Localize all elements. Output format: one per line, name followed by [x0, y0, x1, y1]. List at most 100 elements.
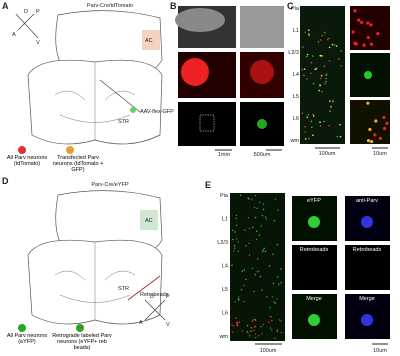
cell: [254, 273, 256, 276]
cell: [237, 321, 239, 323]
cell: [266, 296, 268, 298]
panel-label: anti-Parv: [356, 198, 378, 204]
cell: [312, 134, 314, 137]
cell: [373, 133, 377, 137]
cell: [360, 20, 364, 24]
axis-label: V: [36, 40, 40, 46]
cell: [319, 77, 322, 80]
layer-label: L1: [293, 28, 299, 34]
cell: [237, 250, 240, 252]
cell: [276, 298, 278, 300]
axis-label: D: [24, 9, 28, 15]
cell: [248, 335, 251, 337]
panel-label: eYFP: [307, 198, 321, 204]
cell: [273, 219, 276, 222]
cell: [310, 120, 313, 123]
label: AC: [145, 38, 153, 44]
cell: [320, 74, 323, 77]
layer-label: L5: [222, 287, 228, 293]
cell: [310, 61, 313, 64]
cell: [312, 113, 314, 116]
label: STR: [118, 286, 129, 292]
cell: [340, 50, 342, 52]
scale-bar: 10um: [373, 151, 387, 157]
panel-letter: D: [2, 176, 9, 186]
scale-bar: 500um: [254, 152, 271, 158]
cell: [340, 64, 342, 67]
cell: [319, 83, 321, 86]
cell: [369, 23, 373, 27]
cell: [243, 284, 245, 287]
cell: [319, 121, 321, 124]
cell: [235, 224, 238, 227]
cell: [260, 325, 262, 328]
cell: [366, 139, 371, 143]
cell: [325, 77, 327, 80]
cell: [261, 251, 264, 253]
cell: [303, 68, 306, 70]
panel-label: Merge: [306, 296, 322, 302]
cell: [314, 68, 317, 71]
cell: [252, 319, 255, 321]
cell: [304, 138, 307, 140]
cell: [243, 269, 246, 271]
cell: [323, 65, 326, 68]
cell: [232, 325, 235, 327]
cell: [251, 198, 253, 201]
cell: [353, 9, 357, 13]
micrograph: [345, 245, 390, 290]
label: Retrobeads: [140, 292, 169, 298]
cell: [315, 67, 318, 70]
cell: [253, 290, 255, 293]
panel-title: Parv-Cre/tdTomato: [87, 3, 133, 9]
cell: [233, 247, 236, 249]
cell: [258, 270, 260, 272]
cell: [331, 99, 334, 102]
cell: [326, 38, 329, 41]
cell: [248, 227, 251, 230]
cell: [331, 43, 334, 46]
cell: [271, 296, 273, 298]
cell: [251, 320, 253, 322]
cell: [385, 121, 389, 125]
cell: [262, 249, 264, 252]
cell: [254, 194, 257, 197]
cell: [231, 324, 233, 326]
cell: [251, 267, 254, 270]
cell: [256, 230, 258, 232]
cell: [308, 33, 310, 35]
cell: [237, 241, 239, 243]
cell: [253, 329, 255, 332]
scale-bar: 100um: [319, 151, 336, 157]
cell: [310, 72, 312, 75]
layer-label: Pia: [291, 6, 300, 12]
cell: [256, 207, 258, 210]
cell: [236, 324, 238, 326]
cell: [251, 226, 254, 228]
cell: [233, 250, 235, 252]
cell: [329, 110, 331, 112]
scale-bar: 1mm: [218, 152, 231, 158]
micrograph: [292, 245, 337, 290]
cell: [269, 327, 272, 329]
cell: [276, 276, 279, 278]
cell: [260, 225, 262, 227]
cell: [261, 333, 263, 335]
cell: [382, 115, 386, 120]
cell: [238, 321, 241, 323]
cell: [231, 229, 234, 232]
axis-label: V: [166, 322, 170, 328]
cell: [272, 282, 275, 285]
cell: [245, 245, 247, 247]
cell: [280, 268, 282, 270]
cell: [366, 21, 370, 25]
cell: [235, 217, 238, 220]
layer-label: L6: [222, 311, 228, 317]
cell: [262, 208, 265, 211]
cell: [333, 44, 336, 46]
layer-label: L5: [293, 94, 299, 100]
axis-label: D: [150, 294, 154, 300]
cell: [255, 238, 258, 241]
cell: [243, 300, 245, 303]
